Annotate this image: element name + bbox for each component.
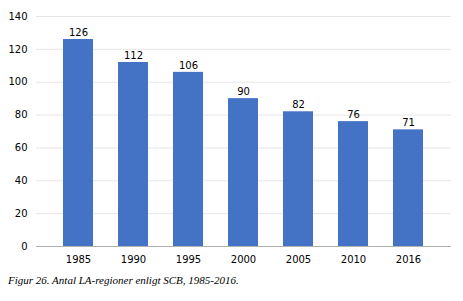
svg-text:1990: 1990 — [121, 254, 146, 265]
svg-text:76: 76 — [347, 109, 360, 120]
svg-text:126: 126 — [69, 27, 88, 38]
svg-text:112: 112 — [124, 50, 143, 61]
svg-text:71: 71 — [402, 117, 415, 128]
svg-text:2000: 2000 — [231, 254, 256, 265]
svg-text:140: 140 — [8, 11, 27, 22]
svg-text:20: 20 — [15, 208, 28, 219]
svg-text:80: 80 — [15, 109, 28, 120]
svg-text:2005: 2005 — [286, 254, 311, 265]
svg-text:82: 82 — [292, 99, 305, 110]
svg-text:120: 120 — [8, 44, 27, 55]
svg-text:1985: 1985 — [66, 254, 91, 265]
svg-text:2016: 2016 — [396, 254, 421, 265]
svg-text:90: 90 — [237, 86, 250, 97]
svg-text:40: 40 — [15, 175, 28, 186]
svg-text:1995: 1995 — [176, 254, 201, 265]
html-text:Figur 26. Antal LA-regioner en: Figur 26. Antal LA-regioner enligt SCB, … — [8, 274, 239, 286]
svg-text:60: 60 — [15, 142, 28, 153]
svg-text:106: 106 — [179, 60, 198, 71]
svg-text:100: 100 — [8, 76, 27, 87]
svg-text:2010: 2010 — [341, 254, 366, 265]
svg-text:0: 0 — [21, 241, 27, 252]
